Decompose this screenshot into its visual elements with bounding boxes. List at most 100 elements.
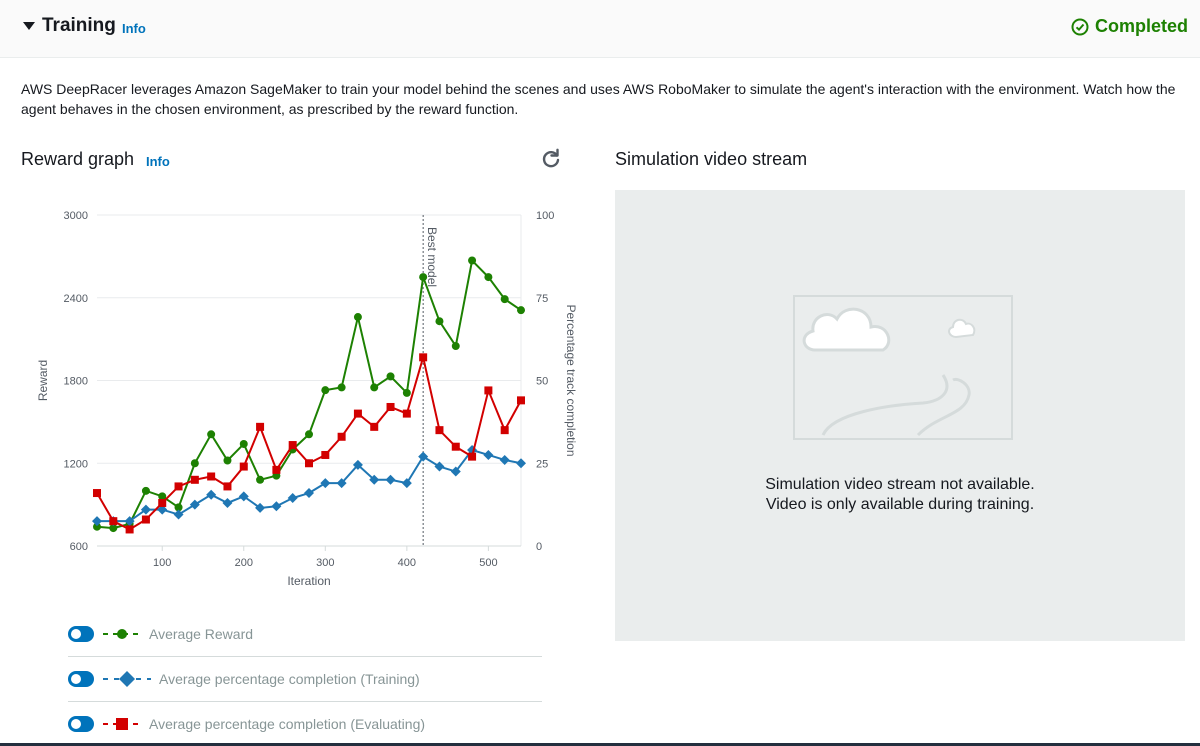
check-circle-icon: [1071, 18, 1089, 35]
data-point: [385, 474, 396, 485]
data-point: [93, 489, 101, 498]
video-unavailable-message: Simulation video stream not available. V…: [765, 476, 1035, 513]
legend-label-evaluating-completion: Average percentage completion (Evaluatin…: [149, 716, 426, 732]
data-point: [173, 509, 184, 520]
data-point: [369, 474, 380, 485]
data-point: [256, 422, 265, 431]
data-point: [190, 475, 199, 484]
data-point: [157, 504, 168, 515]
training-header: Training Info Completed: [0, 0, 1200, 58]
data-point: [483, 449, 494, 460]
data-point: [419, 353, 428, 362]
data-point: [272, 465, 281, 474]
data-point: [370, 422, 379, 431]
data-point: [321, 386, 330, 395]
data-point: [158, 492, 167, 501]
data-point: [401, 478, 412, 489]
data-point: [336, 478, 347, 489]
red-square-marker-icon: [103, 718, 141, 730]
legend-average-reward[interactable]: Average Reward: [68, 626, 253, 642]
legend-toggle-average-reward[interactable]: [68, 626, 94, 642]
data-point: [352, 459, 363, 470]
legend-toggle-evaluating-completion[interactable]: [68, 716, 94, 732]
data-point: [189, 499, 200, 510]
legend-toggle-training-completion[interactable]: [68, 671, 94, 687]
series-line-0: [96, 258, 522, 530]
image-placeholder-icon: [793, 295, 1013, 440]
data-point: [450, 466, 461, 477]
data-point: [206, 489, 217, 500]
data-point: [141, 515, 150, 524]
data-point: [353, 409, 362, 418]
data-point: [238, 491, 249, 502]
data-point: [288, 441, 297, 450]
legend-average-training-completion[interactable]: Average percentage completion (Training): [68, 671, 420, 687]
data-point: [402, 388, 411, 397]
data-point: [500, 295, 509, 304]
data-point: [386, 402, 395, 411]
y2-axis-title: Percentage track completion: [564, 304, 578, 456]
refresh-icon[interactable]: [540, 148, 562, 170]
data-point: [304, 488, 314, 499]
data-point: [140, 504, 151, 515]
data-point: [222, 497, 233, 508]
x-tick-label: 500: [479, 557, 497, 569]
best-model-label: Best model: [425, 227, 439, 287]
x-tick-label: 100: [153, 557, 171, 569]
data-point: [207, 430, 216, 439]
data-point: [418, 451, 429, 462]
data-point: [484, 386, 493, 395]
data-point: [174, 503, 183, 512]
green-circle-marker-icon: [103, 629, 141, 639]
data-point: [386, 372, 395, 381]
x-tick-label: 300: [316, 557, 334, 569]
data-point: [517, 306, 525, 315]
caret-down-icon[interactable]: [22, 19, 36, 33]
data-point: [321, 450, 330, 459]
y2-tick-label: 75: [536, 293, 548, 305]
data-point: [435, 317, 444, 326]
data-point: [92, 516, 102, 527]
info-link[interactable]: Info: [122, 21, 146, 36]
reward-chart: 600 1200 1800 2400 3000 0 25 50 75 100 100 200 300 40…: [36, 210, 578, 588]
legend-divider: [68, 701, 542, 702]
data-point: [305, 459, 313, 468]
data-point: [370, 383, 379, 392]
data-point: [434, 461, 445, 472]
data-point: [190, 459, 199, 468]
legend-average-evaluating-completion[interactable]: Average percentage completion (Evaluatin…: [68, 716, 425, 732]
data-point: [207, 472, 216, 481]
data-point: [305, 430, 313, 439]
data-point: [174, 482, 183, 491]
data-point: [517, 396, 525, 405]
data-point: [239, 462, 248, 471]
x-tick-label: 200: [235, 557, 253, 569]
video-stream-title: Simulation video stream: [615, 149, 808, 169]
data-point: [451, 442, 460, 451]
data-point: [158, 498, 167, 507]
data-point: [468, 452, 477, 461]
y-tick-label: 1200: [64, 458, 88, 470]
y-tick-label: 2400: [64, 293, 88, 305]
data-point: [320, 478, 331, 489]
data-point: [337, 432, 346, 441]
section-title: Training: [42, 15, 116, 36]
data-point: [435, 426, 444, 435]
bottom-border: [0, 743, 1200, 746]
status-indicator: Completed: [1071, 16, 1188, 37]
legend-divider: [68, 656, 542, 657]
data-point: [516, 458, 526, 469]
data-point: [500, 426, 509, 435]
y2-tick-label: 0: [536, 541, 542, 553]
y-tick-label: 1800: [64, 376, 88, 388]
y2-tick-label: 25: [536, 458, 548, 470]
data-point: [109, 524, 118, 533]
reward-graph-title: Reward graph: [21, 149, 135, 169]
reward-graph-info-link[interactable]: Info: [146, 154, 170, 169]
data-point: [93, 522, 101, 531]
data-point: [402, 409, 411, 418]
data-point: [484, 273, 493, 282]
y2-tick-label: 100: [536, 210, 554, 222]
data-point: [468, 256, 477, 265]
data-point: [124, 516, 135, 527]
